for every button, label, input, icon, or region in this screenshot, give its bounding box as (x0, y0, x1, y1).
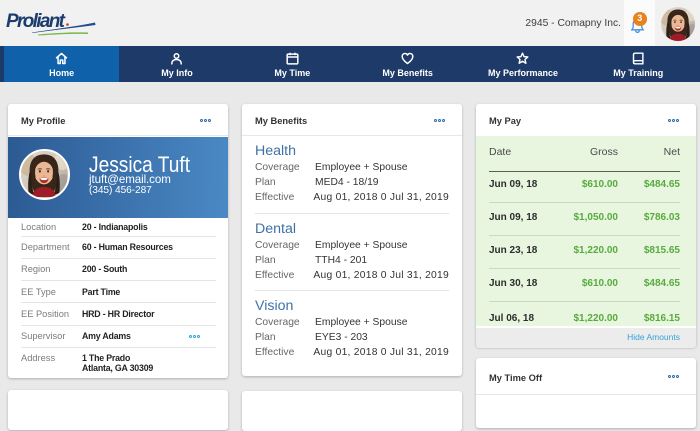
svg-text:Proliant: Proliant (6, 11, 66, 32)
